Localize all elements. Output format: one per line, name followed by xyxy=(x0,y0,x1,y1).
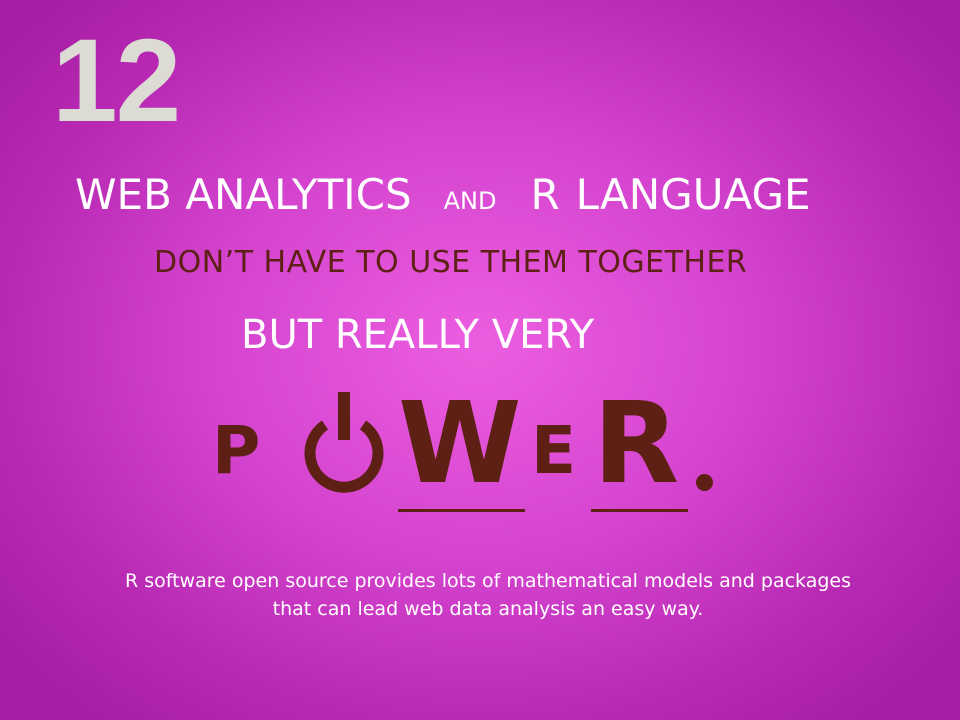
headline-language: LANGUAGE xyxy=(575,170,811,219)
power-icon xyxy=(304,392,384,493)
headline-web-analytics-and-r-language: WEB ANALYTICS AND R LANGUAGE xyxy=(75,174,811,216)
caption-line-2: that can lead web data analysis an easy … xyxy=(272,598,704,620)
subheadline-but-really-very: BUT REALLY VERY xyxy=(241,312,595,358)
headline-and: AND xyxy=(443,187,497,215)
power-letter-e: E xyxy=(531,412,577,489)
power-letter-w: W xyxy=(398,379,522,509)
caption-line-1: R software open source provides lots of … xyxy=(124,570,852,592)
subheadline-dont-have-to: DON’T HAVE TO USE THEM TOGETHER xyxy=(154,245,748,280)
headline-r: R xyxy=(530,170,560,219)
power-letter-p: P xyxy=(212,412,261,489)
power-letter-r: R xyxy=(593,379,680,509)
underline-w xyxy=(398,509,525,512)
headline-web-analytics: WEB ANALYTICS xyxy=(75,170,412,219)
power-period-dot xyxy=(696,474,713,491)
underline-r xyxy=(591,509,688,512)
caption-text: R software open source provides lots of … xyxy=(0,567,960,623)
slide-number: 12 xyxy=(52,15,181,147)
